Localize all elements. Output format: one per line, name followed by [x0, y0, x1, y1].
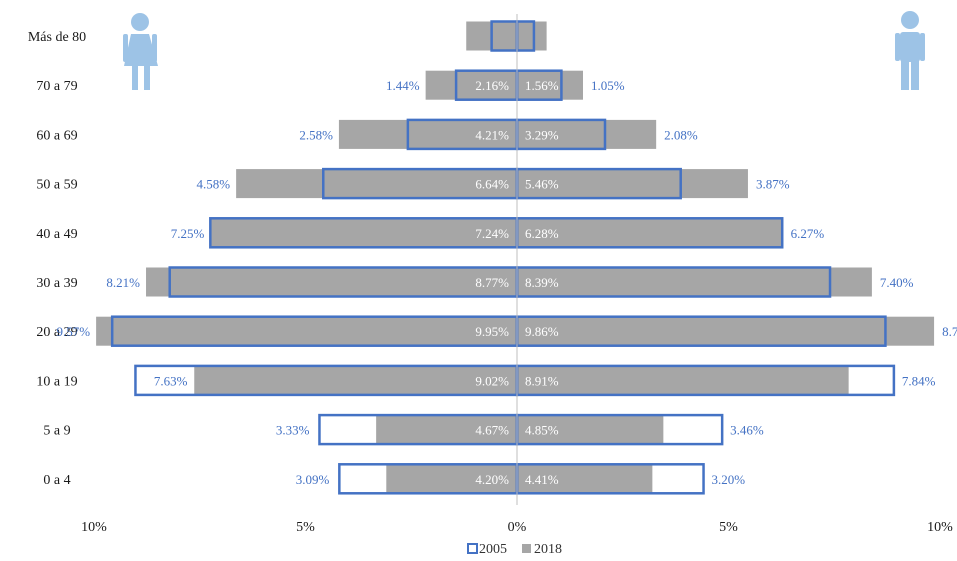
data-label-right-outer: 6.27% [791, 226, 825, 241]
data-label-right-inner: 4.85% [525, 423, 559, 438]
bar-2018-right [517, 21, 547, 51]
bar-2018-left [210, 218, 518, 248]
bar-2018-right [517, 316, 935, 346]
data-label-left-outer: 9.57% [57, 324, 91, 339]
data-label-right-inner: 6.28% [525, 226, 559, 241]
legend-label-2018: 2018 [534, 542, 562, 557]
y-tick-label: 20 a 29 [36, 325, 77, 340]
data-label-left-inner: 4.67% [475, 423, 509, 438]
data-label-left-inner: 8.77% [475, 275, 509, 290]
data-label-right-inner: 9.86% [525, 324, 559, 339]
data-label-left-outer: 3.09% [296, 472, 330, 487]
data-label-left-inner: 4.21% [475, 127, 509, 142]
data-label-left-inner: 2.16% [475, 78, 509, 93]
bar-2018-right [517, 119, 657, 149]
bar-2018-right [517, 169, 748, 199]
data-label-right-inner: 3.29% [525, 127, 559, 142]
bar-2018-right [517, 267, 872, 297]
legend-swatch-2018 [522, 544, 531, 553]
female-icon [123, 13, 158, 90]
data-label-right-outer: 3.87% [756, 177, 790, 192]
data-label-left-inner: 9.95% [475, 324, 509, 339]
y-tick-label: 10 a 19 [36, 374, 77, 389]
y-tick-label: 0 a 4 [43, 473, 70, 488]
x-tick-label: 10% [927, 520, 953, 535]
data-label-left-outer: 7.25% [171, 226, 205, 241]
bar-2018-right [517, 415, 664, 445]
data-label-right-outer: 3.20% [712, 472, 746, 487]
data-label-right-outer: 7.84% [902, 373, 936, 388]
bar-2018-right [517, 70, 583, 100]
data-label-right-inner: 5.46% [525, 177, 559, 192]
data-label-left-inner: 6.64% [475, 177, 509, 192]
data-label-right-inner: 1.56% [525, 78, 559, 93]
y-tick-label: 30 a 39 [36, 276, 77, 291]
data-label-left-inner: 9.02% [475, 373, 509, 388]
data-label-right-inner: 4.41% [525, 472, 559, 487]
male-icon [895, 11, 925, 90]
x-tick-label: 5% [719, 520, 738, 535]
bar-2018-left [236, 169, 518, 199]
y-tick-label: 50 a 59 [36, 178, 77, 193]
data-label-left-inner: 7.24% [475, 226, 509, 241]
data-label-right-outer: 3.46% [730, 423, 764, 438]
data-label-right-outer: 1.05% [591, 78, 625, 93]
y-tick-label: Más de 80 [28, 30, 86, 45]
bar-2018-left [376, 415, 517, 445]
y-tick-label: 60 a 69 [36, 128, 77, 143]
data-label-left-outer: 1.44% [386, 78, 420, 93]
bar-2018-left [194, 365, 517, 395]
data-label-left-outer: 7.63% [154, 373, 188, 388]
data-label-left-outer: 2.58% [299, 127, 333, 142]
bar-2018-left [96, 316, 518, 346]
y-tick-label: 40 a 49 [36, 227, 77, 242]
data-label-left-inner: 4.20% [475, 472, 509, 487]
data-label-right-inner: 8.39% [525, 275, 559, 290]
x-tick-label: 10% [81, 520, 107, 535]
x-tick-label: 0% [508, 520, 527, 535]
bar-2018-right [517, 218, 783, 248]
bar-2018-left [338, 119, 517, 149]
gender-icons [123, 11, 925, 90]
data-label-left-outer: 4.58% [197, 177, 231, 192]
bar-2018-left [386, 464, 517, 494]
data-label-left-outer: 8.21% [106, 275, 140, 290]
data-label-right-outer: 7.40% [880, 275, 914, 290]
y-tick-label: 70 a 79 [36, 79, 77, 94]
data-label-right-inner: 8.91% [525, 373, 559, 388]
data-label-right-outer: 2.08% [664, 127, 698, 142]
legend-swatch-2005 [467, 543, 478, 554]
data-label-left-outer: 3.33% [276, 423, 310, 438]
bar-2018-left [146, 267, 518, 297]
data-label-right-outer: 8.71% [942, 324, 957, 339]
x-tick-label: 5% [296, 520, 315, 535]
bar-2018-right [517, 464, 653, 494]
bar-2018-left [425, 70, 517, 100]
legend-label-2005: 2005 [479, 542, 507, 557]
bar-2018-right [517, 365, 849, 395]
y-tick-label: 5 a 9 [43, 424, 70, 439]
